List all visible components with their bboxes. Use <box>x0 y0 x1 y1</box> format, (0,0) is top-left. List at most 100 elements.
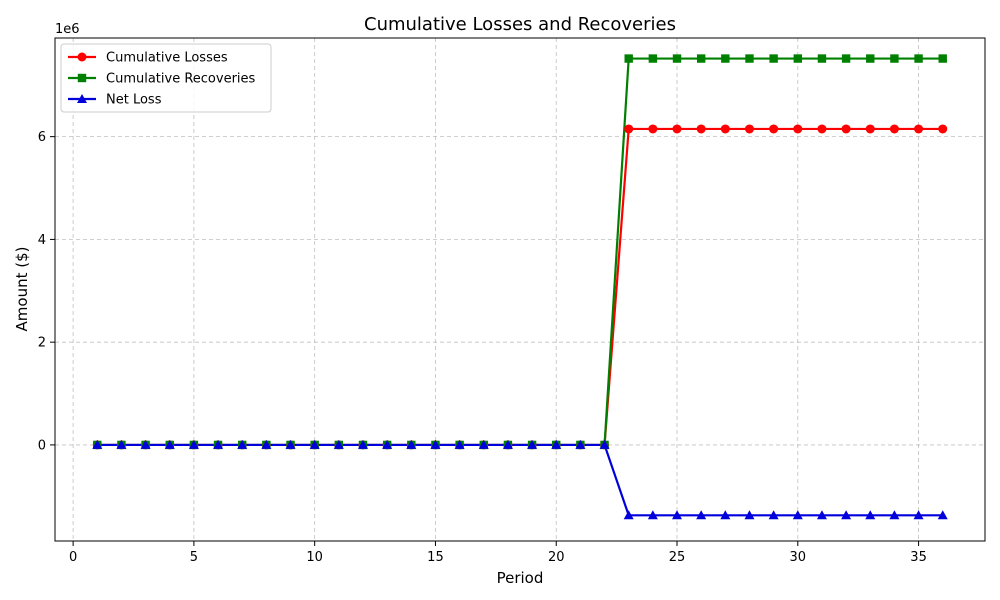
data-point-net-loss <box>889 510 900 520</box>
y-tick-label: 2 <box>38 336 46 351</box>
data-point-net-loss <box>720 510 731 520</box>
data-point-net-loss <box>140 439 151 449</box>
data-point-cumulative-recoveries <box>793 54 802 63</box>
data-point-cumulative-losses <box>914 124 924 134</box>
data-point-cumulative-losses <box>889 124 899 134</box>
grid <box>55 38 985 541</box>
legend-label-cumulative-losses: Cumulative Losses <box>106 51 228 66</box>
data-point-cumulative-recoveries <box>769 54 778 63</box>
data-point-cumulative-losses <box>865 124 875 134</box>
markers <box>92 54 948 520</box>
data-point-net-loss <box>333 439 344 449</box>
legend-box <box>60 43 272 113</box>
data-point-cumulative-losses <box>793 124 803 134</box>
data-point-net-loss <box>913 510 924 520</box>
data-point-net-loss <box>430 439 441 449</box>
series-line-net-loss <box>97 443 943 517</box>
data-point-net-loss <box>285 439 296 449</box>
data-point-net-loss <box>551 439 562 449</box>
data-point-net-loss <box>454 439 465 449</box>
data-point-net-loss <box>382 439 393 449</box>
data-point-cumulative-recoveries <box>721 54 730 63</box>
legend-entry-net-loss: Net Loss <box>68 93 162 108</box>
data-point-cumulative-losses <box>769 124 779 134</box>
data-point-cumulative-losses <box>648 124 658 134</box>
data-point-cumulative-recoveries <box>914 54 923 63</box>
x-tick-label: 30 <box>790 550 807 565</box>
data-point-cumulative-recoveries <box>696 54 706 63</box>
x-axis-ticks: 0 5 10 15 20 25 30 35 <box>69 541 927 565</box>
data-point-net-loss <box>768 510 779 520</box>
legend-label-cumulative-recoveries: Cumulative Recoveries <box>106 72 256 87</box>
plot-frame <box>54 37 986 542</box>
data-point-net-loss <box>213 439 224 449</box>
data-point-cumulative-losses <box>841 124 851 134</box>
data-point-net-loss <box>599 439 610 449</box>
data-point-cumulative-recoveries <box>841 54 851 63</box>
markers-cumulative-recoveries <box>93 54 947 450</box>
data-point-cumulative-recoveries <box>745 54 754 63</box>
x-tick-label: 35 <box>910 550 927 565</box>
data-point-net-loss <box>188 439 199 449</box>
x-tick-label: 25 <box>669 550 686 565</box>
data-point-cumulative-losses <box>672 124 682 134</box>
x-tick-label: 20 <box>548 550 565 565</box>
y-tick-label: 0 <box>38 438 46 453</box>
legend: Cumulative Losses Cumulative Recoveries Ne… <box>60 43 272 113</box>
data-point-cumulative-losses <box>720 124 730 134</box>
data-point-cumulative-recoveries <box>890 54 899 63</box>
series-line-cumulative-recoveries <box>97 57 943 447</box>
legend-label-net-loss: Net Loss <box>106 93 162 108</box>
series-lines <box>97 57 943 517</box>
data-point-net-loss <box>865 510 876 520</box>
x-tick-label: 15 <box>427 550 444 565</box>
legend-marker-net-loss <box>77 94 87 103</box>
data-point-cumulative-recoveries <box>938 54 947 63</box>
data-point-net-loss <box>116 439 127 449</box>
markers-net-loss <box>92 439 948 520</box>
legend-entry-cumulative-losses: Cumulative Losses <box>68 51 228 66</box>
data-point-cumulative-recoveries <box>866 54 875 63</box>
data-point-net-loss <box>816 510 827 520</box>
x-tick-label: 5 <box>190 550 198 565</box>
x-tick-label: 10 <box>306 550 323 565</box>
data-point-net-loss <box>92 439 103 449</box>
data-point-net-loss <box>502 439 513 449</box>
data-point-net-loss <box>575 439 586 449</box>
x-axis-label: Period <box>497 569 544 587</box>
data-point-cumulative-recoveries <box>672 54 682 63</box>
y-offset-label: 1e6 <box>55 22 80 37</box>
markers-cumulative-losses <box>92 124 948 450</box>
data-point-net-loss <box>261 439 272 449</box>
series-line-cumulative-losses <box>97 127 943 447</box>
data-point-cumulative-losses <box>624 124 634 134</box>
data-point-net-loss <box>937 510 948 520</box>
data-point-cumulative-recoveries <box>817 54 827 63</box>
data-point-cumulative-losses <box>938 124 948 134</box>
data-point-cumulative-losses <box>817 124 827 134</box>
data-point-cumulative-losses <box>696 124 706 134</box>
data-point-net-loss <box>672 510 683 520</box>
legend-marker-cumulative-recoveries <box>77 73 87 83</box>
data-point-net-loss <box>696 510 707 520</box>
data-point-net-loss <box>623 510 634 520</box>
data-point-net-loss <box>357 439 368 449</box>
data-point-net-loss <box>841 510 852 520</box>
data-point-net-loss <box>527 439 538 449</box>
x-tick-label: 0 <box>69 550 77 565</box>
data-point-net-loss <box>478 439 489 449</box>
data-point-net-loss <box>744 510 755 520</box>
data-point-net-loss <box>406 439 417 449</box>
data-point-cumulative-losses <box>744 124 754 134</box>
data-point-net-loss <box>164 439 175 449</box>
data-point-net-loss <box>237 439 248 449</box>
data-point-net-loss <box>647 510 658 520</box>
legend-marker-cumulative-losses <box>77 52 87 62</box>
y-axis-label: Amount ($) <box>13 247 31 332</box>
data-point-cumulative-recoveries <box>648 54 658 63</box>
y-axis-ticks: 0 2 4 6 <box>38 130 55 453</box>
legend-entry-cumulative-recoveries: Cumulative Recoveries <box>68 72 256 87</box>
data-point-net-loss <box>309 439 320 449</box>
data-point-cumulative-recoveries <box>624 54 633 63</box>
